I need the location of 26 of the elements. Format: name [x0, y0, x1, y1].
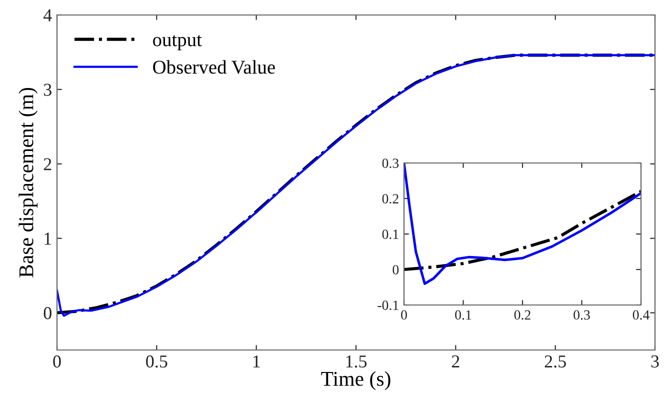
x-tick-label: 0: [401, 310, 407, 320]
y-tick-label: 0: [392, 265, 399, 274]
legend-label: output: [153, 35, 202, 50]
legend-label: Observed Value: [153, 60, 275, 74]
x-axis-title: Time (s): [321, 371, 390, 390]
y-tick-label: 0.1: [382, 230, 398, 240]
x-tick-label: 0.4: [632, 310, 650, 320]
y-tick-label: 4: [43, 9, 52, 22]
y-tick-label: 2: [44, 158, 52, 170]
y-axis-title: Base displacement (m): [18, 88, 38, 278]
y-tick-label: 0.3: [382, 158, 399, 168]
y-tick-label: -0.1: [378, 300, 398, 310]
y-tick-label: 3: [44, 84, 52, 96]
y-tick-label: 1: [44, 232, 52, 245]
x-tick-label: 2: [452, 355, 460, 368]
x-tick-label: 0.1: [455, 310, 472, 320]
x-tick-label: 0.3: [574, 310, 590, 320]
x-tick-label: 0.5: [146, 355, 168, 368]
x-tick-label: 0: [53, 355, 61, 368]
x-tick-label: 3: [651, 355, 659, 368]
x-tick-label: 1: [253, 355, 260, 368]
x-tick-label: 2.5: [544, 355, 566, 368]
x-tick-label: 1.5: [346, 355, 367, 368]
line-series: [404, 190, 641, 272]
y-tick-label: 0.2: [382, 194, 398, 204]
x-tick-label: 0.2: [514, 310, 530, 320]
